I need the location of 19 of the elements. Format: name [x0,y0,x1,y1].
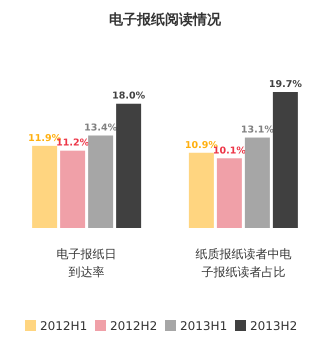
chart-title: 电子报纸阅读情况 [109,12,222,28]
data-label: 13.1% [240,124,274,136]
bar [272,92,298,228]
bar [244,138,270,228]
bar [88,135,114,228]
bar [60,150,86,228]
legend-label: 2013H2 [250,319,298,333]
bar [32,146,58,228]
x-tick-label: 纸质报纸读者中电子报纸读者占比 [195,247,292,279]
bar [216,158,242,228]
data-label: 18.0% [112,90,146,102]
legend-label: 2012H1 [40,319,88,333]
x-tick-label: 电子报纸日到达率 [56,247,117,279]
bar [188,152,214,228]
legend-label: 2013H1 [180,319,228,333]
legend-label: 2012H2 [110,319,158,333]
bar [116,104,142,228]
data-label: 19.7% [268,79,302,90]
data-label: 10.1% [212,145,246,156]
